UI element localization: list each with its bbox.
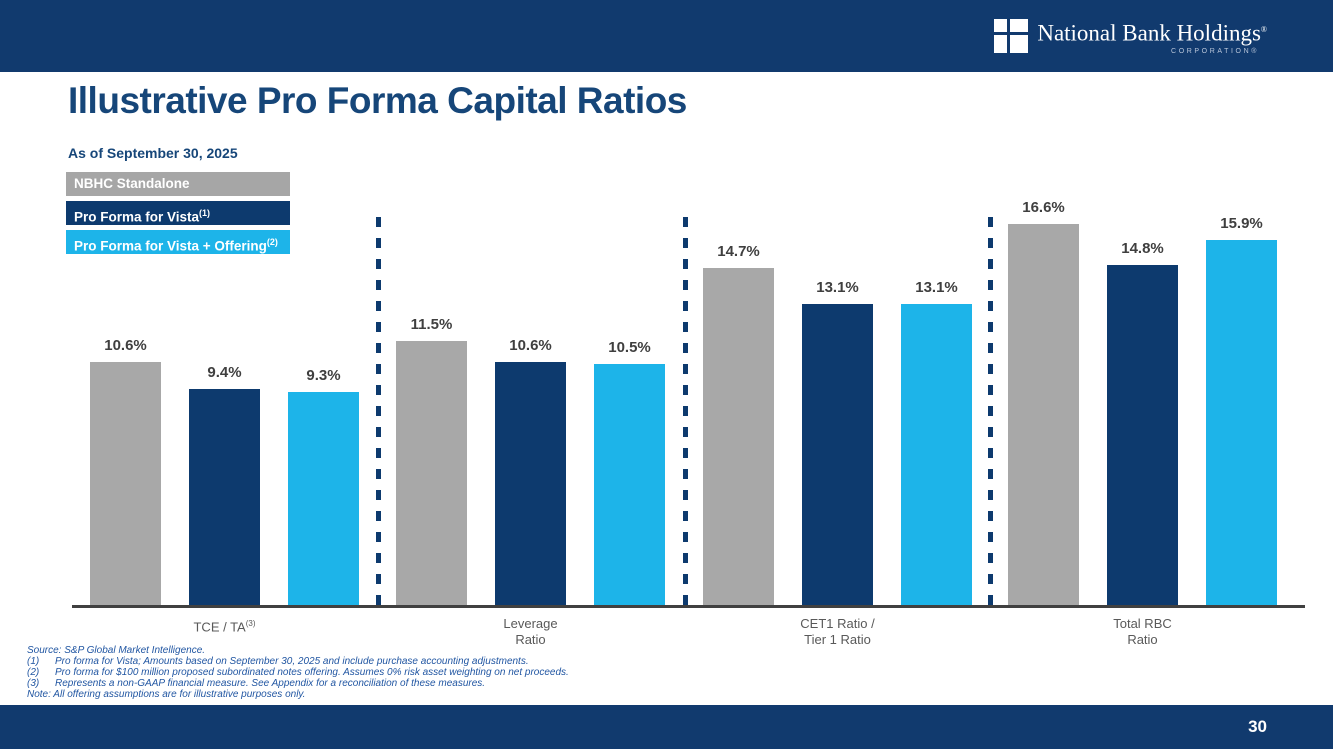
- bar-value-label: 13.1%: [915, 279, 958, 296]
- footnote-(2): (2) Pro forma for $100 million proposed s…: [27, 667, 569, 678]
- x-axis-labels: TCE / TA(3) Leverage Ratio CET1 Ratio / Tier…: [72, 616, 1305, 656]
- footnote-(3): (3) Represents a non-GAAP financial measu…: [27, 678, 486, 689]
- footnotes: Source: S&P Global Market Intelligence. …: [27, 645, 569, 700]
- bar-value-label: 10.5%: [608, 339, 651, 356]
- bar-value-label: 15.9%: [1220, 215, 1263, 232]
- bar-value-label: 16.6%: [1022, 199, 1065, 216]
- bar-series1-group1: [495, 362, 566, 605]
- page-number: 30: [1248, 717, 1267, 736]
- x-axis-label-1: Leverage Ratio: [503, 616, 558, 647]
- bar-value-label: 14.8%: [1121, 240, 1164, 257]
- bar-series2-group2: [901, 304, 972, 605]
- legend-item-0: NBHC Standalone: [66, 172, 290, 196]
- bar-series0-group3: [1008, 224, 1079, 605]
- bar-series2-group1: [594, 364, 665, 605]
- logo-subtitle: CORPORATION®: [1171, 47, 1259, 55]
- bottom-banner: 30: [0, 705, 1333, 749]
- bar-series0-group0: [90, 362, 161, 605]
- bar-series2-group3: [1206, 240, 1277, 605]
- bar-value-label: 9.4%: [207, 364, 242, 381]
- group-divider-2: [988, 217, 993, 605]
- footnote-items: (1) Pro forma for Vista; Amounts based on…: [27, 656, 569, 689]
- bar-value-label: 9.3%: [306, 367, 341, 384]
- bar-series0-group2: [703, 268, 774, 605]
- as-of-date: As of September 30, 2025: [68, 145, 238, 161]
- legend-item-1: Pro Forma for Vista(1): [66, 201, 290, 225]
- bar-value-label: 14.7%: [717, 243, 760, 260]
- source-line: Source: S&P Global Market Intelligence.: [27, 645, 206, 656]
- bar-value-label: 10.6%: [104, 337, 147, 354]
- bar-value-label: 11.5%: [410, 316, 453, 333]
- page-title: Illustrative Pro Forma Capital Ratios: [68, 80, 687, 121]
- bar-series1-group0: [189, 389, 260, 605]
- bar-chart: 10.6% 11.5% 14.7% 16.6% 9.4% 10.6% 13.1% 14.8% 9…: [72, 199, 1305, 608]
- bar-value-label: 13.1%: [816, 279, 859, 296]
- window-grid-icon: [994, 19, 1029, 53]
- footnote-(1): (1) Pro forma for Vista; Amounts based on…: [27, 656, 529, 667]
- bar-value-label: 10.6%: [509, 337, 552, 354]
- bar-series1-group2: [802, 304, 873, 605]
- logo-name: National Bank Holdings®: [1037, 20, 1267, 46]
- chart-legend: NBHC Standalone Pro Forma for Vista(1) Pro…: [66, 172, 290, 259]
- group-divider-1: [683, 217, 688, 605]
- top-banner: National Bank Holdings® CORPORATION®: [0, 0, 1333, 72]
- bar-series2-group0: [288, 392, 359, 605]
- bar-series1-group3: [1107, 265, 1178, 605]
- x-axis-label-0: TCE / TA(3): [193, 619, 256, 635]
- legend-item-2: Pro Forma for Vista + Offering(2): [66, 230, 290, 254]
- registered-mark: ®: [1260, 25, 1267, 34]
- x-axis-label-2: CET1 Ratio / Tier 1 Ratio: [800, 616, 875, 647]
- group-divider-0: [376, 217, 381, 605]
- bar-series0-group1: [396, 341, 467, 605]
- company-logo: National Bank Holdings® CORPORATION®: [994, 17, 1267, 55]
- note-line: Note: All offering assumptions are for i…: [27, 689, 306, 700]
- x-axis-label-3: Total RBC Ratio: [1113, 616, 1172, 647]
